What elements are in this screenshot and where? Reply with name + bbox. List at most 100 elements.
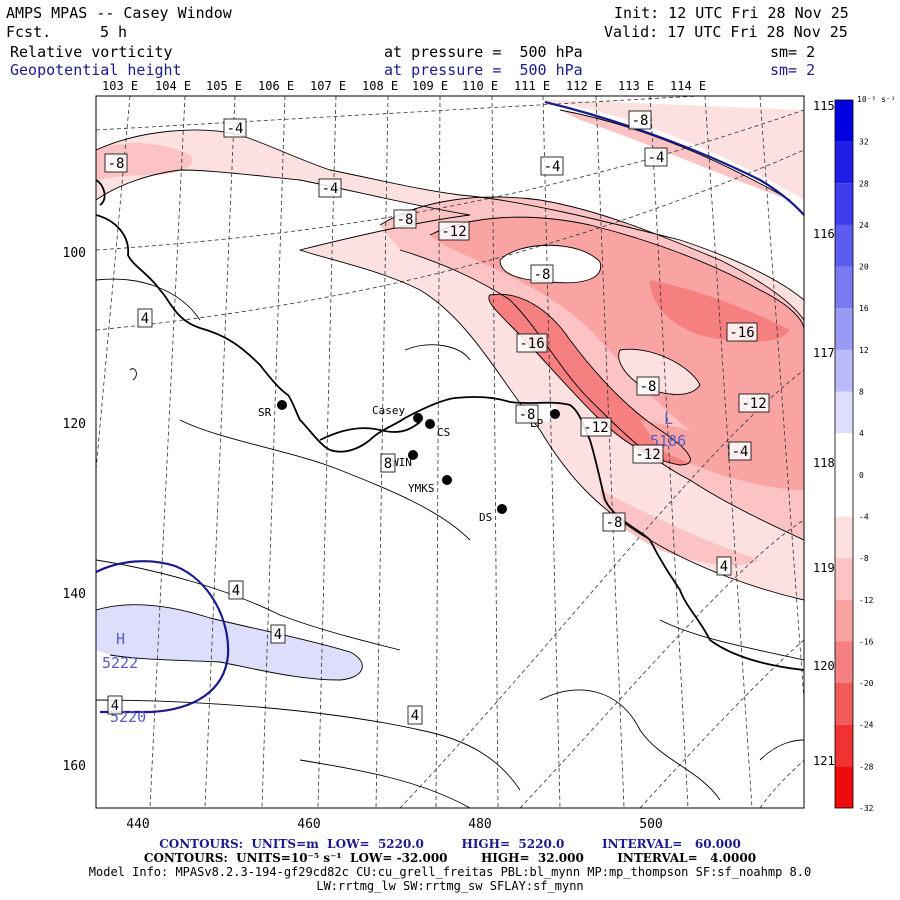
colorbar-swatch xyxy=(835,266,853,309)
station-label: DS xyxy=(479,511,492,524)
colorbar-swatch xyxy=(835,183,853,225)
contour-label-box xyxy=(393,209,417,229)
colorbar-swatch xyxy=(835,766,853,808)
top-longitude-label: 113 E xyxy=(618,79,654,93)
left-axis-label: 140 xyxy=(63,587,86,602)
vorticity-shading-positive xyxy=(96,604,363,680)
bottom-axis-label: 440 xyxy=(126,817,149,832)
colorbar-unit: 10⁻⁵ s⁻¹ xyxy=(857,95,896,104)
colorbar-swatch xyxy=(835,433,853,475)
colorbar-tick-label: -12 xyxy=(859,596,874,605)
colorbar-tick-label: 0 xyxy=(859,471,864,480)
colorbar-tick-label: 20 xyxy=(859,263,869,272)
station-markers xyxy=(277,400,560,514)
station-label: YMKS xyxy=(408,482,435,495)
top-longitude-label: 114 E xyxy=(670,79,706,93)
contour-label: 8 xyxy=(384,456,392,472)
colorbar-tick-label: -20 xyxy=(859,679,874,688)
station-label: WIN xyxy=(392,456,412,469)
station-label: SR xyxy=(258,406,272,419)
contour-label: -8 xyxy=(534,267,551,283)
height-contours xyxy=(96,100,804,714)
station-casey-marker xyxy=(413,413,423,423)
colorbar-tick-label: 16 xyxy=(859,304,869,313)
init-time: Init: 12 UTC Fri 28 Nov 25 xyxy=(614,4,849,22)
contour-label: -16 xyxy=(519,336,544,352)
contour-label-box xyxy=(540,156,564,176)
left-axis-label: 120 xyxy=(63,417,86,432)
contour-label: -4 xyxy=(732,444,749,460)
colorbar-swatch xyxy=(835,224,853,267)
left-axis-label: 160 xyxy=(63,759,86,774)
contour-label-box xyxy=(716,556,732,576)
top-longitude-label: 108 E xyxy=(362,79,398,93)
colorbar-tick-label: -16 xyxy=(859,637,874,646)
field1-level: at pressure = 500 hPa xyxy=(384,43,583,61)
contour-label: 4 xyxy=(274,627,282,643)
colorbar-tick-label: -4 xyxy=(859,512,869,521)
colorbar-swatch xyxy=(835,641,853,684)
colorbar-swatch xyxy=(835,100,853,142)
colorbar-swatch xyxy=(835,724,853,767)
contour-label: 4 xyxy=(111,698,119,714)
contour-label-box xyxy=(728,441,752,461)
vorticity-shading-negative xyxy=(96,100,804,600)
contour-label-box xyxy=(516,333,548,353)
model-info: Model Info: MPASv8.2.3-194-gf29cd82c CU:… xyxy=(88,865,812,879)
contour-label: -4 xyxy=(648,150,665,166)
colorbar-tick-label: 4 xyxy=(859,429,864,438)
bottom-axis-label: 480 xyxy=(468,817,491,832)
left-axis-labels: 100 120 140 160 xyxy=(63,246,86,774)
contour-label-box xyxy=(137,308,153,328)
contour-label-box xyxy=(223,118,247,138)
field2-smoothing: sm= 2 xyxy=(770,61,816,79)
top-longitude-label: 103 E xyxy=(102,79,138,93)
model-info-line2: LW:rrtmg_lw SW:rrtmg_sw SFLAY:sf_mynn xyxy=(316,879,584,893)
colorbar-swatch xyxy=(835,516,853,559)
station-label: CS xyxy=(437,426,450,439)
contour-label-box xyxy=(628,110,652,130)
colorbar-swatch xyxy=(835,683,853,725)
contour-label-box xyxy=(228,580,244,600)
field2-name: Geopotential height xyxy=(10,61,182,79)
station-ds-marker xyxy=(497,504,507,514)
top-longitude-label: 107 E xyxy=(310,79,346,93)
colorbar-tick-label: -28 xyxy=(859,762,874,771)
colorbar-swatch xyxy=(835,349,853,392)
plot-area: SR Casey CS WIN LP YMKS DS L 5186 H 5222… xyxy=(96,96,804,808)
station-label: Casey xyxy=(372,404,405,417)
bottom-axis-label: 500 xyxy=(639,817,662,832)
contour-label-box xyxy=(318,178,342,198)
top-longitude-label: 105 E xyxy=(206,79,242,93)
station-ymks-marker xyxy=(442,475,452,485)
colorbar-tick-label: -8 xyxy=(859,554,869,563)
vorticity-contour-labels: -4 -8 -4 -8 -4 -4 -8 -12 -8 -16 -16 -8 -12 -8 -12 -12 -4… xyxy=(104,110,770,725)
contour-label: -4 xyxy=(544,159,561,175)
contour-label-box xyxy=(636,376,660,396)
contour-label-box xyxy=(602,512,626,532)
contour-label: -12 xyxy=(635,447,660,463)
colorbar-swatch xyxy=(835,391,853,434)
high-center-value: 5222 xyxy=(102,654,138,672)
colorbar-tick-label: -24 xyxy=(859,721,874,730)
colorbar-swatch xyxy=(835,141,853,184)
top-longitude-label: 110 E xyxy=(462,79,498,93)
top-longitude-label: 112 E xyxy=(566,79,602,93)
contour-label: -4 xyxy=(322,181,339,197)
bottom-axis-label: 460 xyxy=(297,817,320,832)
bottom-axis-labels: 440 460 480 500 xyxy=(126,817,662,832)
contour-label-box xyxy=(580,417,612,437)
field2-level: at pressure = 500 hPa xyxy=(384,61,583,79)
station-cs-marker xyxy=(425,419,435,429)
contour-label: -8 xyxy=(519,407,536,423)
colorbar-tick-label: 28 xyxy=(859,179,869,188)
station-sr-marker xyxy=(277,400,287,410)
forecast-hour: 5 h xyxy=(100,23,128,41)
colorbar-tick-label: 12 xyxy=(859,346,869,355)
colorbar-tick-label: 32 xyxy=(859,138,869,147)
top-longitude-labels: 103 E 104 E 105 E 106 E 107 E 108 E 109 E 110 E… xyxy=(102,79,706,93)
station-win-marker xyxy=(408,450,418,460)
contour-label-box xyxy=(632,444,664,464)
contour-label: -8 xyxy=(640,379,657,395)
